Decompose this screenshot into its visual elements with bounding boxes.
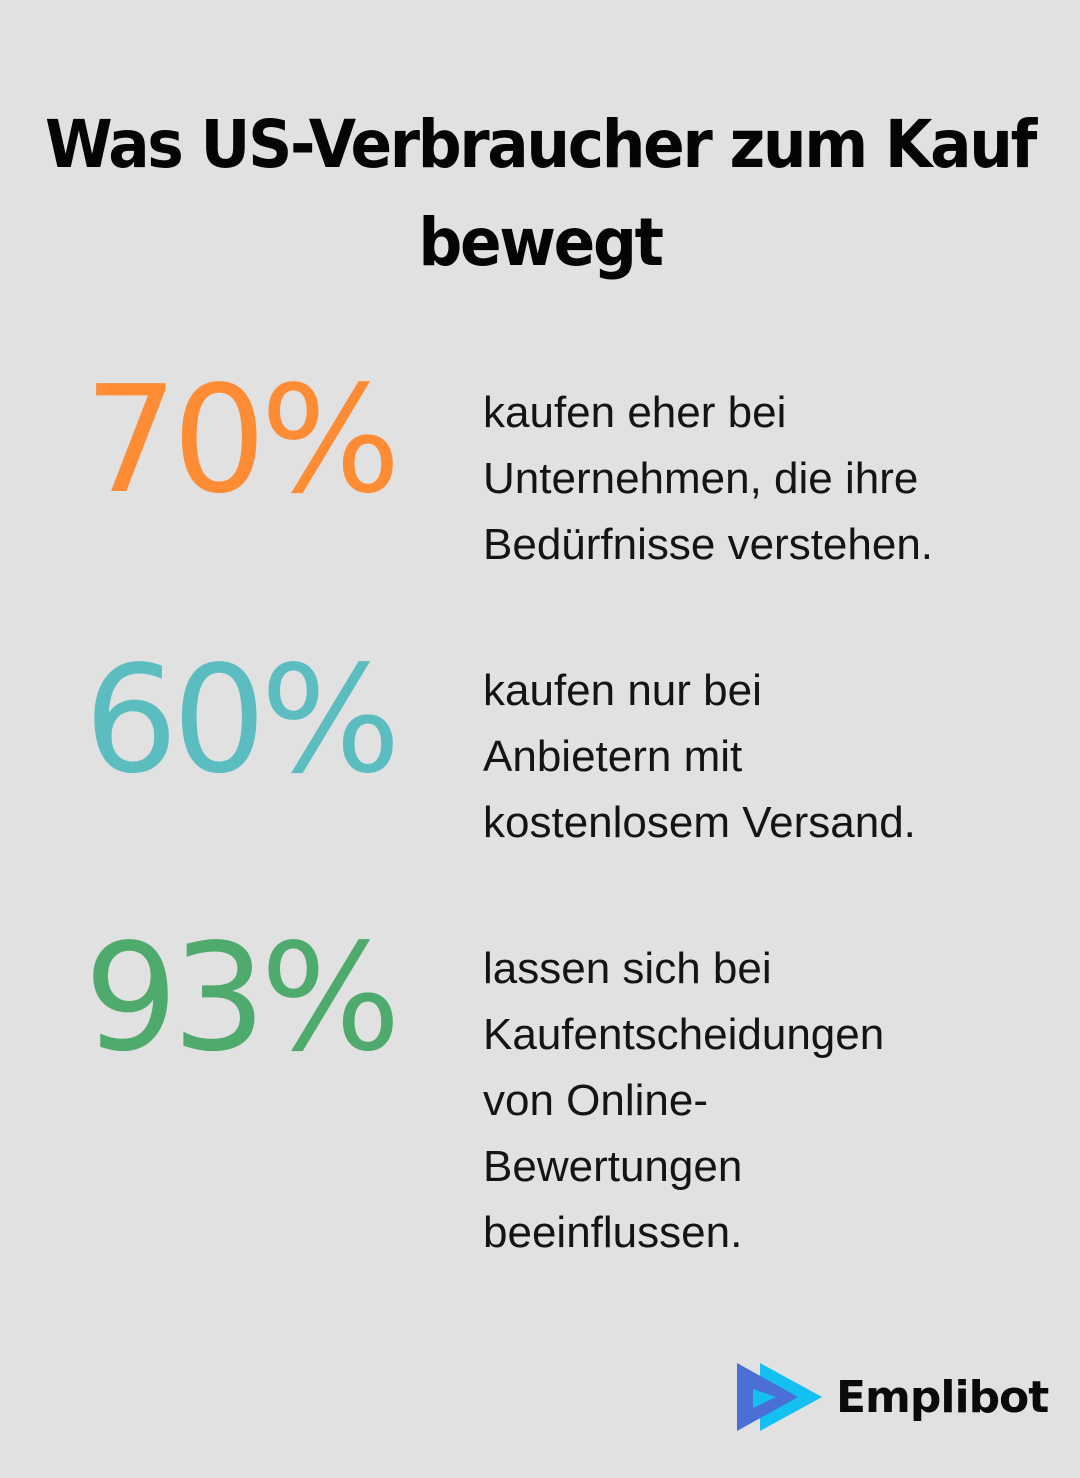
double-play-triangles-icon: [737, 1363, 822, 1431]
stat-description: lassen sich bei Kaufentscheidungen von O…: [483, 944, 885, 1257]
stat-value: 70%: [84, 354, 401, 526]
page-title: Was US-Verbraucher zum Kauf bewegt: [45, 106, 1037, 281]
stat-value: 60%: [84, 634, 401, 806]
stat-description: kaufen eher bei Unternehmen, die ihre Be…: [483, 388, 934, 569]
brand-logo: Emplibot: [736, 1362, 1049, 1432]
brand-name: Emplibot: [836, 1371, 1049, 1423]
stat-description: kaufen nur bei Anbietern mit kostenlosem…: [483, 666, 916, 847]
stat-value: 93%: [84, 912, 401, 1084]
